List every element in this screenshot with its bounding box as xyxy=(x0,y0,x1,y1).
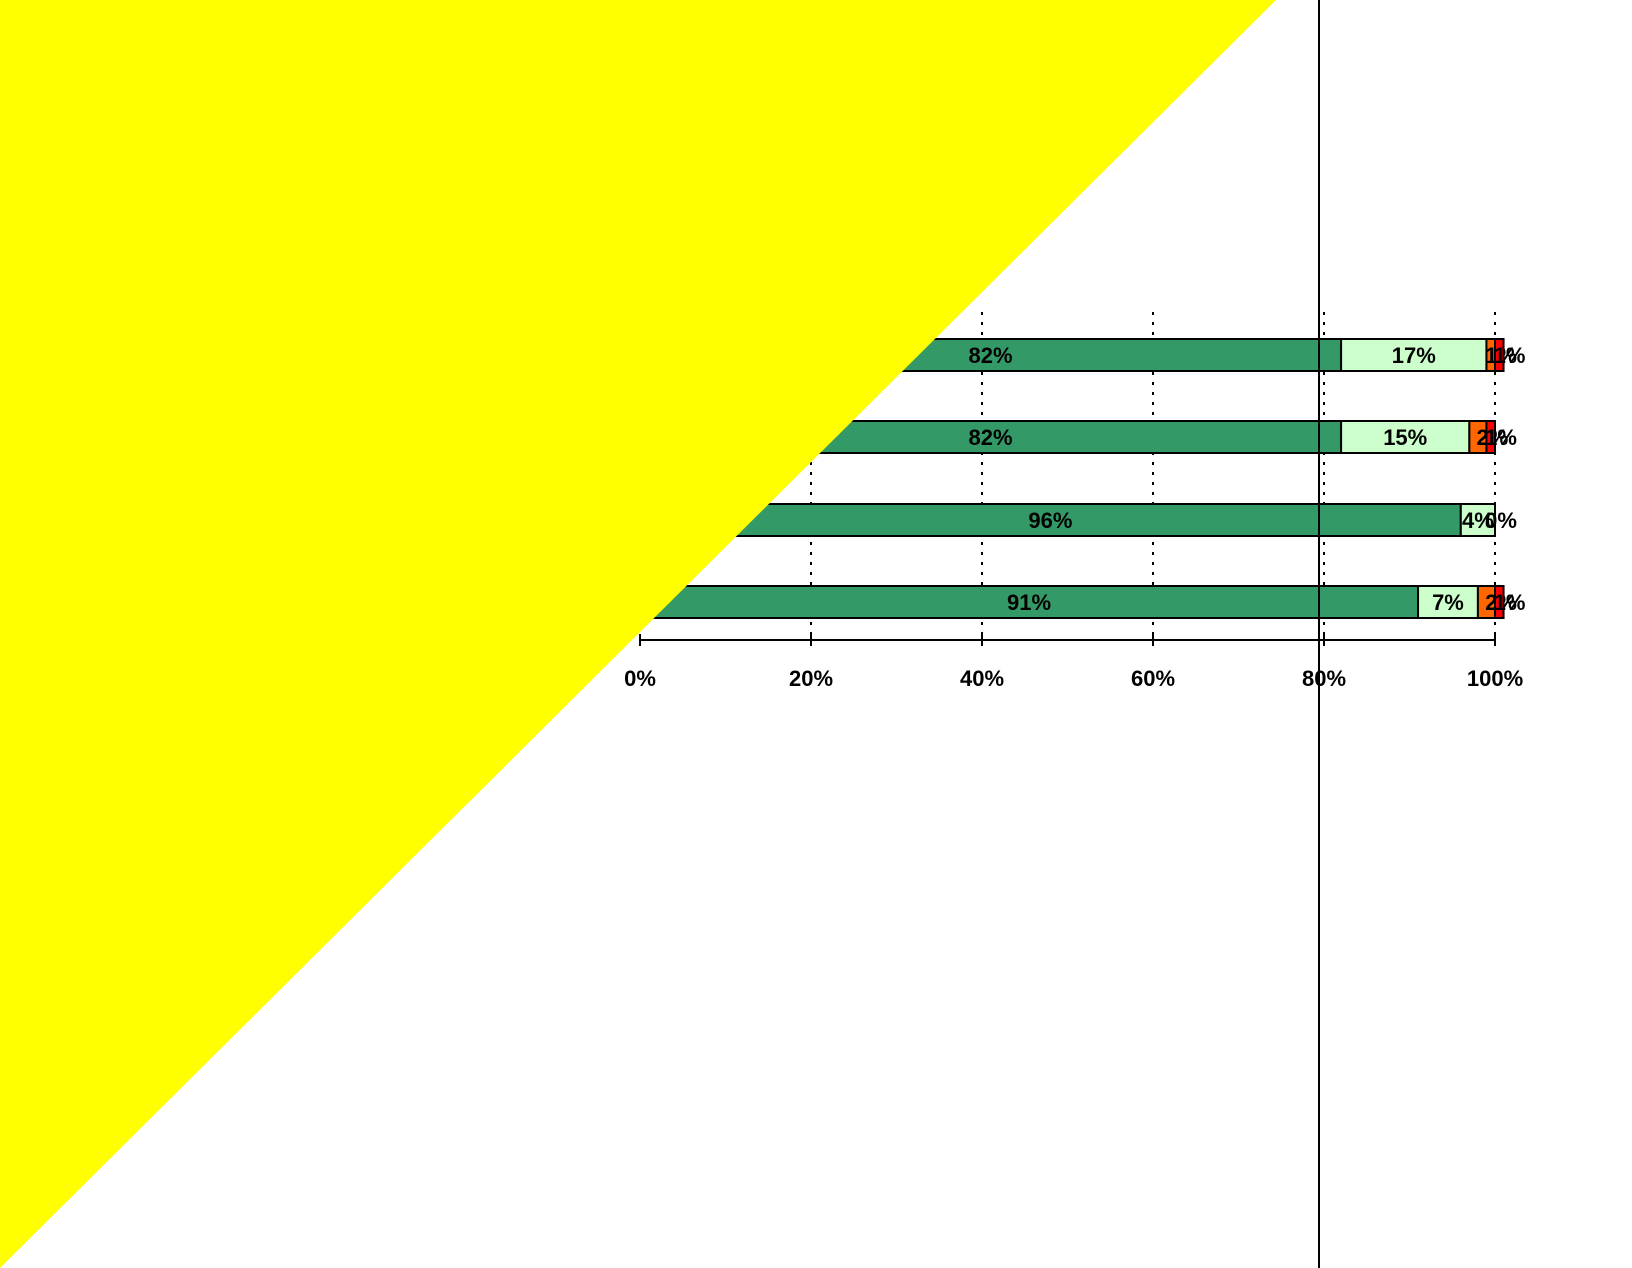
bar-segment xyxy=(1340,338,1488,372)
data-label: 1% xyxy=(1494,590,1526,615)
data-label: 82% xyxy=(969,343,1013,368)
data-label: 96% xyxy=(1028,508,1072,533)
x-axis: 0% 20% 40% 60% 80% 100% xyxy=(624,634,1523,691)
bar-segment xyxy=(1494,585,1505,619)
bar-row-1: 82%17%1%1% xyxy=(639,338,1526,372)
data-label: 91% xyxy=(1007,590,1051,615)
data-label: 1% xyxy=(1494,343,1526,368)
x-tick-label: 60% xyxy=(1131,666,1175,691)
data-label: 7% xyxy=(1432,590,1464,615)
x-tick-label: 100% xyxy=(1467,666,1523,691)
x-tick-label: 80% xyxy=(1302,666,1346,691)
x-tick-label: 20% xyxy=(789,666,833,691)
bar-segment xyxy=(1459,503,1497,537)
data-label: 1% xyxy=(1485,425,1517,450)
data-label: 82% xyxy=(969,425,1013,450)
yellow-triangle-overlay xyxy=(0,0,1276,1268)
bar-segment xyxy=(1494,338,1505,372)
x-tick-label: 40% xyxy=(960,666,1004,691)
data-label: 17% xyxy=(1392,343,1436,368)
data-label: 15% xyxy=(1383,425,1427,450)
bar-row-4: 91%7%2%1% xyxy=(639,585,1526,619)
x-tick-label: 0% xyxy=(624,666,656,691)
bar-segment xyxy=(639,503,1462,537)
bar-segment xyxy=(1485,420,1496,454)
bar-row-3: 96% 4%0% xyxy=(639,503,1517,537)
data-label: 0% xyxy=(1485,508,1517,533)
data-label: 4% xyxy=(1462,508,1494,533)
